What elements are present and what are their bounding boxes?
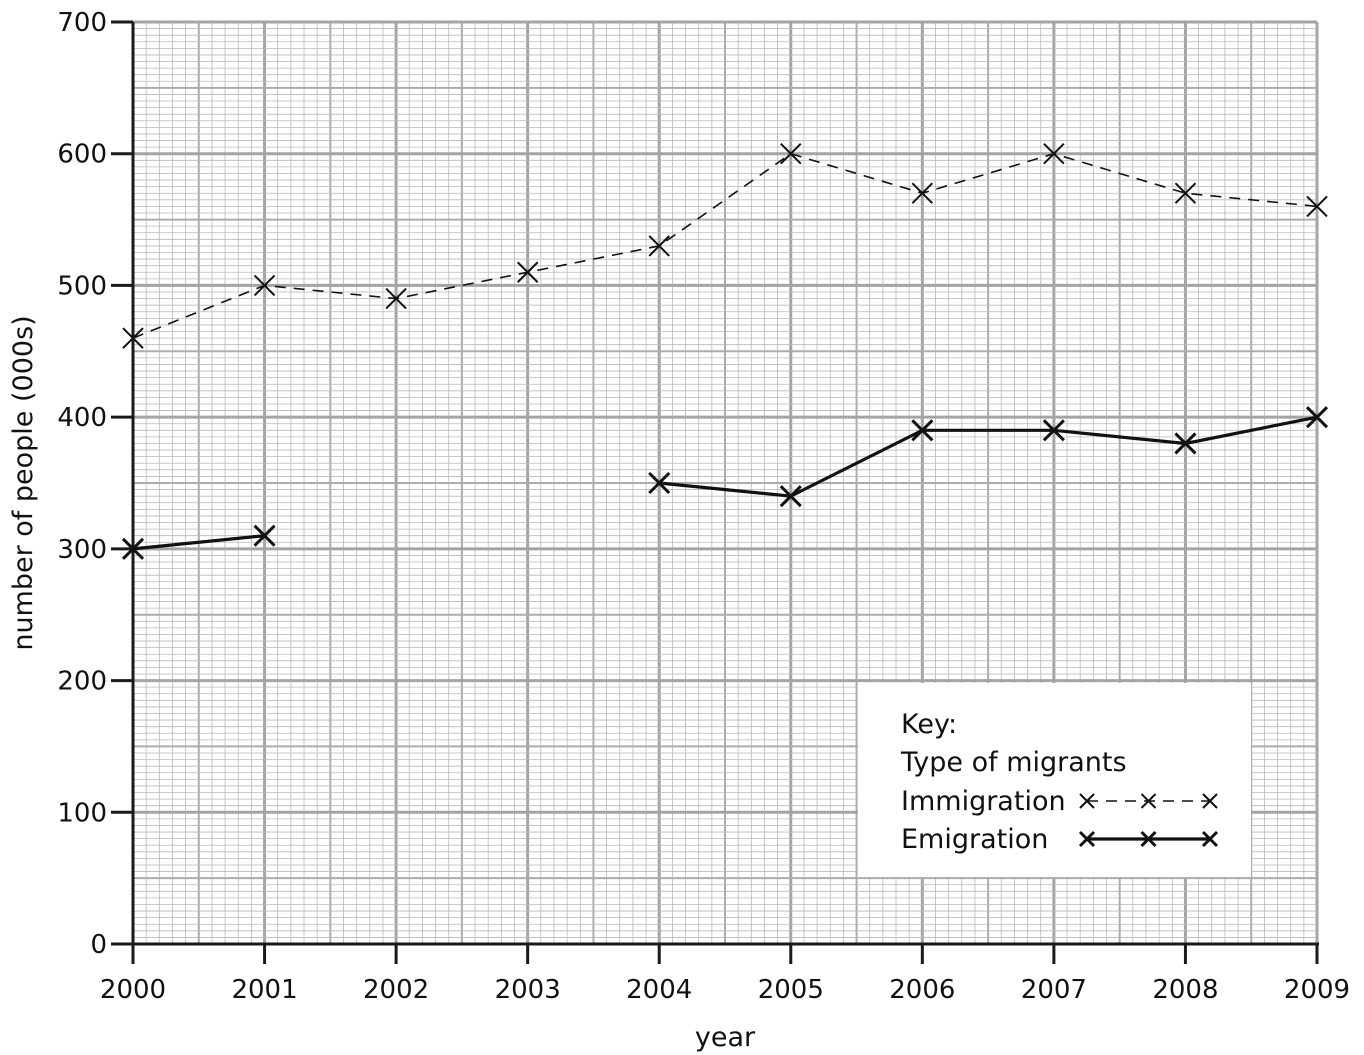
cross-stroke: [648, 471, 671, 495]
y-axis-title: number of people (000s): [8, 315, 39, 650]
x-tick-label: 2009: [1284, 975, 1350, 1005]
data-point-immigration: [1043, 143, 1065, 165]
x-tick-label: 2003: [495, 975, 561, 1005]
data-point-emigration: [1174, 432, 1197, 455]
cross-stroke: [1174, 182, 1197, 204]
cross-stroke: [1202, 793, 1218, 809]
cross-stroke: [780, 143, 802, 165]
cross-stroke: [1078, 830, 1096, 848]
data-point-emigration: [911, 419, 934, 442]
cross-stroke: [648, 235, 670, 257]
cross-stroke: [1174, 432, 1197, 455]
data-point-emigration: [1305, 406, 1329, 429]
data-point-immigration: [385, 287, 407, 310]
cross-stroke: [911, 419, 934, 442]
legend-subheading: Type of migrants: [900, 747, 1127, 778]
legend-entry-emigration: Emigration: [901, 824, 1048, 855]
data-point-immigration: [122, 327, 144, 349]
y-tick-label: 600: [57, 140, 107, 170]
legend-marker-immigration: [1079, 793, 1095, 809]
x-tick-label: 2000: [100, 975, 166, 1005]
cross-stroke: [121, 537, 145, 560]
data-point-immigration: [911, 182, 934, 204]
series-emigration: [121, 406, 1329, 560]
data-point-immigration: [1306, 195, 1328, 218]
y-tick-label: 400: [57, 403, 107, 433]
axes: [131, 22, 1319, 946]
y-tick-label: 700: [57, 8, 107, 38]
series-lines: [121, 143, 1329, 560]
legend-marker-immigration: [1140, 793, 1157, 809]
data-point-emigration: [779, 485, 802, 508]
cross-stroke: [516, 261, 539, 283]
series-line-emigration: [132, 534, 265, 551]
y-tick-label: 0: [90, 930, 107, 960]
x-tick-label: 2005: [758, 975, 824, 1005]
x-tick-label: 2008: [1152, 975, 1218, 1005]
y-tick-label: 300: [57, 535, 107, 565]
cross-stroke: [1305, 406, 1329, 429]
x-tick-label: 2007: [1021, 975, 1087, 1005]
legend-sample-emigration: [1078, 830, 1219, 848]
x-axis-title: year: [695, 1022, 756, 1053]
legend-marker-immigration: [1202, 793, 1218, 809]
cross-stroke: [1306, 195, 1328, 218]
cross-stroke: [779, 485, 802, 508]
y-tick-label: 500: [57, 271, 107, 301]
cross-stroke: [1201, 830, 1219, 848]
graph-paper-grid: [131, 20, 1319, 946]
data-point-emigration: [253, 524, 276, 547]
cross-stroke: [1140, 830, 1157, 848]
legend-marker-emigration: [1078, 830, 1096, 848]
data-point-emigration: [121, 537, 145, 560]
legend-marker-emigration: [1140, 830, 1157, 848]
x-tick-label: 2006: [889, 975, 955, 1005]
series-immigration: [122, 143, 1328, 349]
data-point-immigration: [516, 261, 539, 283]
cross-stroke: [1043, 143, 1065, 165]
x-tick-label: 2002: [363, 975, 429, 1005]
tick-labels: 0 100 200 300 400 500 600 700 2000 2001 2002 2003 20…: [57, 8, 1350, 1005]
legend-key: Key: Type of migrants Immigration Emigra…: [858, 683, 1251, 877]
y-tick-label: 200: [57, 667, 107, 697]
data-point-immigration: [780, 143, 802, 165]
data-point-immigration: [1174, 182, 1197, 204]
data-point-emigration: [648, 471, 671, 495]
cross-stroke: [122, 327, 144, 349]
legend-entry-immigration: Immigration: [901, 786, 1066, 817]
cross-stroke: [911, 182, 934, 204]
legend-box: [858, 683, 1251, 877]
cross-stroke: [253, 524, 276, 547]
legend-marker-emigration: [1201, 830, 1219, 848]
cross-stroke: [385, 287, 407, 310]
data-point-emigration: [1042, 419, 1065, 442]
series-line-emigration: [659, 415, 1318, 498]
data-point-immigration: [648, 235, 670, 257]
series-line-immigration: [132, 152, 1318, 339]
cross-stroke: [1042, 419, 1065, 442]
cross-stroke: [1140, 793, 1157, 809]
data-point-immigration: [253, 274, 276, 297]
cross-stroke: [253, 274, 276, 297]
x-tick-label: 2004: [626, 975, 692, 1005]
legend-sample-immigration: [1079, 793, 1218, 809]
legend-heading: Key:: [901, 709, 957, 740]
x-tick-label: 2001: [231, 975, 297, 1005]
y-tick-label: 100: [57, 798, 107, 828]
cross-stroke: [1079, 793, 1095, 809]
